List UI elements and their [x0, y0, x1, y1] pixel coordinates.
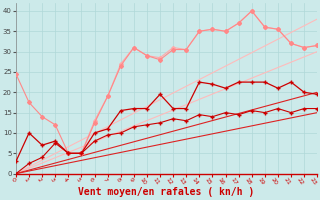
X-axis label: Vent moyen/en rafales ( kn/h ): Vent moyen/en rafales ( kn/h ) — [78, 187, 255, 197]
